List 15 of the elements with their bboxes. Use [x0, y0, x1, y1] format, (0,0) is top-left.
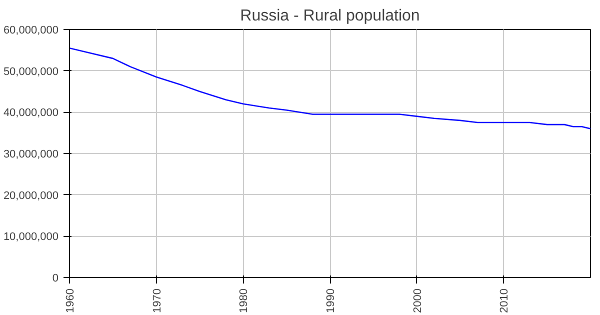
x-tick-label: 1970 [151, 288, 164, 313]
x-tick-label: 1990 [325, 288, 337, 313]
line-series [70, 47, 590, 130]
x-tick-label: 2000 [412, 288, 424, 313]
y-tick-label: 20,000,000 [3, 190, 59, 202]
y-tick-label: 10,000,000 [3, 231, 59, 244]
y-tick-label: 50,000,000 [3, 66, 59, 78]
chart-title: Russia - Rural population [240, 8, 420, 24]
y-tick-label: 40,000,000 [3, 107, 59, 120]
x-tick-label: 1960 [64, 288, 76, 313]
y-tick-label: 60,000,000 [3, 24, 59, 36]
y-tick-label: 0 [52, 272, 59, 284]
x-tick-label: 1980 [238, 288, 250, 313]
x-tick-label: 2010 [498, 288, 511, 313]
y-tick-label: 30,000,000 [3, 148, 59, 160]
